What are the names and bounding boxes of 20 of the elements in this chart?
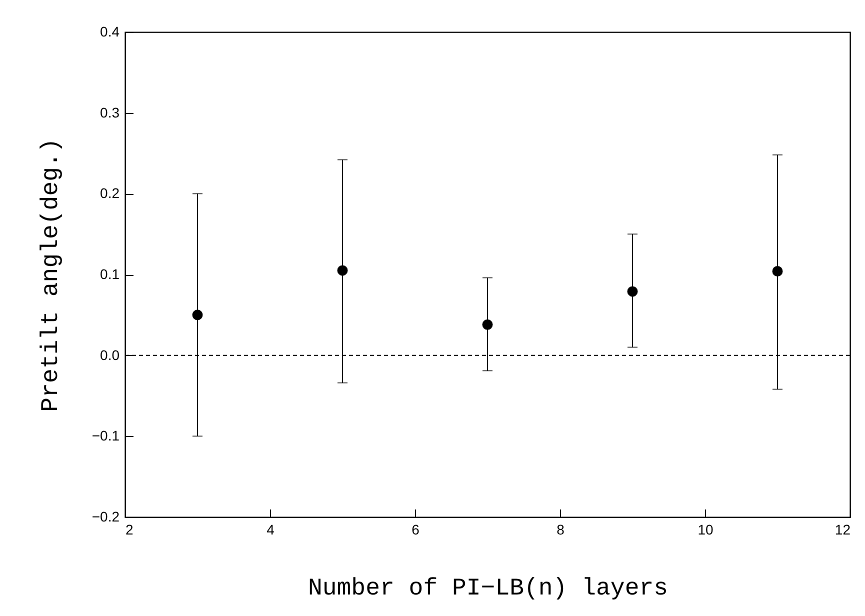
x-tick-label: 4 [266, 522, 275, 538]
point [337, 265, 348, 276]
y-tick-label: −0.1 [92, 428, 120, 444]
point [192, 310, 203, 320]
y-tick-label: 0.4 [100, 24, 120, 40]
x-tick-label: 2 [126, 522, 134, 538]
y-tick-label: 0.2 [100, 185, 120, 202]
y-axis-title: Pretilt angle(deg.) [38, 138, 65, 412]
point [772, 266, 783, 276]
x-tick-label: 12 [834, 522, 851, 538]
y-tick-label: −0.2 [92, 508, 120, 524]
y-tick-label: 0.3 [100, 104, 120, 120]
x-axis-title: Number of PI−LB(n) layers [308, 576, 668, 602]
x-tick-label: 8 [556, 522, 565, 538]
y-tick-label: 0.1 [100, 266, 120, 282]
x-tick-label: 10 [698, 522, 714, 538]
x-tick-label: 6 [412, 522, 420, 538]
point [482, 319, 493, 330]
y-tick-label: 0.0 [100, 346, 120, 363]
point [627, 286, 638, 297]
